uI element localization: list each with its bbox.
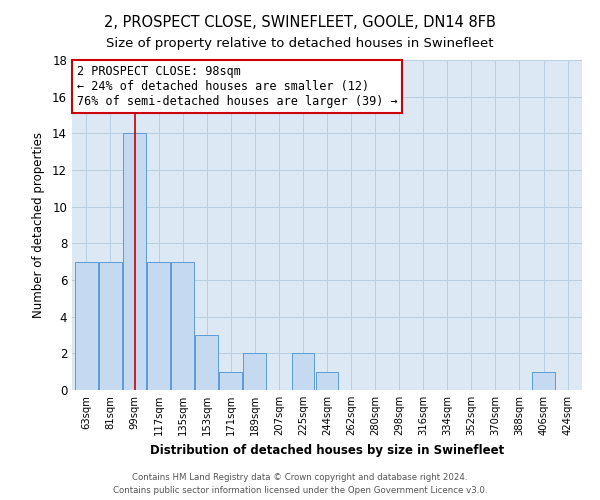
Bar <box>195 335 218 390</box>
Bar <box>123 134 146 390</box>
Bar <box>220 372 242 390</box>
Bar <box>292 354 314 390</box>
Y-axis label: Number of detached properties: Number of detached properties <box>32 132 45 318</box>
Text: 2 PROSPECT CLOSE: 98sqm
← 24% of detached houses are smaller (12)
76% of semi-de: 2 PROSPECT CLOSE: 98sqm ← 24% of detache… <box>77 65 398 108</box>
Bar <box>532 372 555 390</box>
Bar <box>171 262 194 390</box>
Bar <box>244 354 266 390</box>
Text: 2, PROSPECT CLOSE, SWINEFLEET, GOOLE, DN14 8FB: 2, PROSPECT CLOSE, SWINEFLEET, GOOLE, DN… <box>104 15 496 30</box>
Bar <box>75 262 98 390</box>
Bar <box>316 372 338 390</box>
Text: Size of property relative to detached houses in Swinefleet: Size of property relative to detached ho… <box>106 38 494 51</box>
X-axis label: Distribution of detached houses by size in Swinefleet: Distribution of detached houses by size … <box>150 444 504 456</box>
Bar <box>99 262 122 390</box>
Bar <box>147 262 170 390</box>
Text: Contains HM Land Registry data © Crown copyright and database right 2024.
Contai: Contains HM Land Registry data © Crown c… <box>113 473 487 495</box>
